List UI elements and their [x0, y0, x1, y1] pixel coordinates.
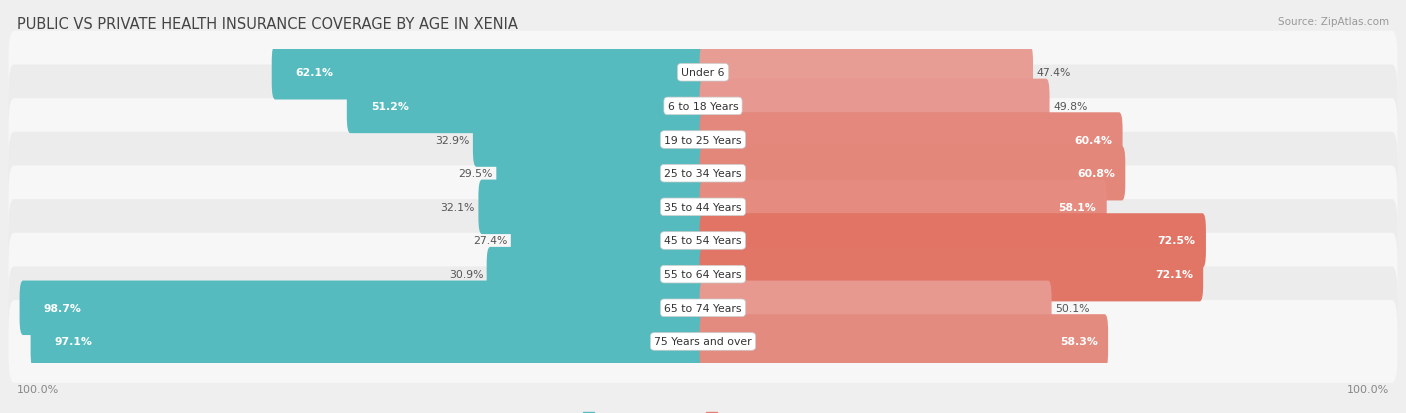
FancyBboxPatch shape [8, 267, 1398, 349]
Text: 25 to 34 Years: 25 to 34 Years [664, 169, 742, 179]
Text: 32.9%: 32.9% [434, 135, 470, 145]
FancyBboxPatch shape [700, 46, 1033, 100]
Text: 47.4%: 47.4% [1036, 68, 1071, 78]
Text: 27.4%: 27.4% [472, 236, 508, 246]
Text: 55 to 64 Years: 55 to 64 Years [664, 270, 742, 280]
Text: 6 to 18 Years: 6 to 18 Years [668, 102, 738, 112]
FancyBboxPatch shape [700, 147, 1125, 201]
FancyBboxPatch shape [8, 166, 1398, 249]
Text: Source: ZipAtlas.com: Source: ZipAtlas.com [1278, 17, 1389, 26]
FancyBboxPatch shape [486, 247, 706, 301]
FancyBboxPatch shape [347, 79, 706, 134]
Text: 60.8%: 60.8% [1077, 169, 1115, 179]
FancyBboxPatch shape [8, 65, 1398, 148]
Text: 50.1%: 50.1% [1054, 303, 1090, 313]
Text: 58.1%: 58.1% [1059, 202, 1097, 212]
FancyBboxPatch shape [700, 79, 1049, 134]
FancyBboxPatch shape [478, 180, 706, 235]
Text: 98.7%: 98.7% [44, 303, 82, 313]
FancyBboxPatch shape [20, 281, 706, 335]
FancyBboxPatch shape [700, 247, 1204, 301]
Text: 62.1%: 62.1% [295, 68, 333, 78]
FancyBboxPatch shape [8, 199, 1398, 282]
Text: 100.0%: 100.0% [1347, 385, 1389, 394]
Text: 100.0%: 100.0% [17, 385, 59, 394]
FancyBboxPatch shape [8, 233, 1398, 316]
Text: Under 6: Under 6 [682, 68, 724, 78]
FancyBboxPatch shape [510, 214, 706, 268]
Text: 97.1%: 97.1% [55, 337, 93, 347]
FancyBboxPatch shape [700, 281, 1052, 335]
Text: 19 to 25 Years: 19 to 25 Years [664, 135, 742, 145]
FancyBboxPatch shape [700, 214, 1206, 268]
Text: 49.8%: 49.8% [1053, 102, 1087, 112]
FancyBboxPatch shape [8, 99, 1398, 181]
FancyBboxPatch shape [8, 133, 1398, 215]
Text: 75 Years and over: 75 Years and over [654, 337, 752, 347]
Text: 30.9%: 30.9% [449, 270, 484, 280]
FancyBboxPatch shape [700, 113, 1122, 167]
Text: 72.5%: 72.5% [1157, 236, 1195, 246]
Text: 45 to 54 Years: 45 to 54 Years [664, 236, 742, 246]
Text: 29.5%: 29.5% [458, 169, 494, 179]
FancyBboxPatch shape [8, 32, 1398, 114]
FancyBboxPatch shape [8, 300, 1398, 383]
Legend: Public Insurance, Private Insurance: Public Insurance, Private Insurance [579, 408, 827, 413]
Text: 35 to 44 Years: 35 to 44 Years [664, 202, 742, 212]
Text: 72.1%: 72.1% [1154, 270, 1192, 280]
Text: 65 to 74 Years: 65 to 74 Years [664, 303, 742, 313]
FancyBboxPatch shape [271, 46, 706, 100]
Text: PUBLIC VS PRIVATE HEALTH INSURANCE COVERAGE BY AGE IN XENIA: PUBLIC VS PRIVATE HEALTH INSURANCE COVER… [17, 17, 517, 31]
FancyBboxPatch shape [700, 180, 1107, 235]
Text: 51.2%: 51.2% [371, 102, 409, 112]
Text: 60.4%: 60.4% [1074, 135, 1112, 145]
Text: 58.3%: 58.3% [1060, 337, 1098, 347]
FancyBboxPatch shape [472, 113, 706, 167]
FancyBboxPatch shape [700, 314, 1108, 369]
FancyBboxPatch shape [31, 314, 706, 369]
Text: 32.1%: 32.1% [440, 202, 475, 212]
FancyBboxPatch shape [496, 147, 706, 201]
